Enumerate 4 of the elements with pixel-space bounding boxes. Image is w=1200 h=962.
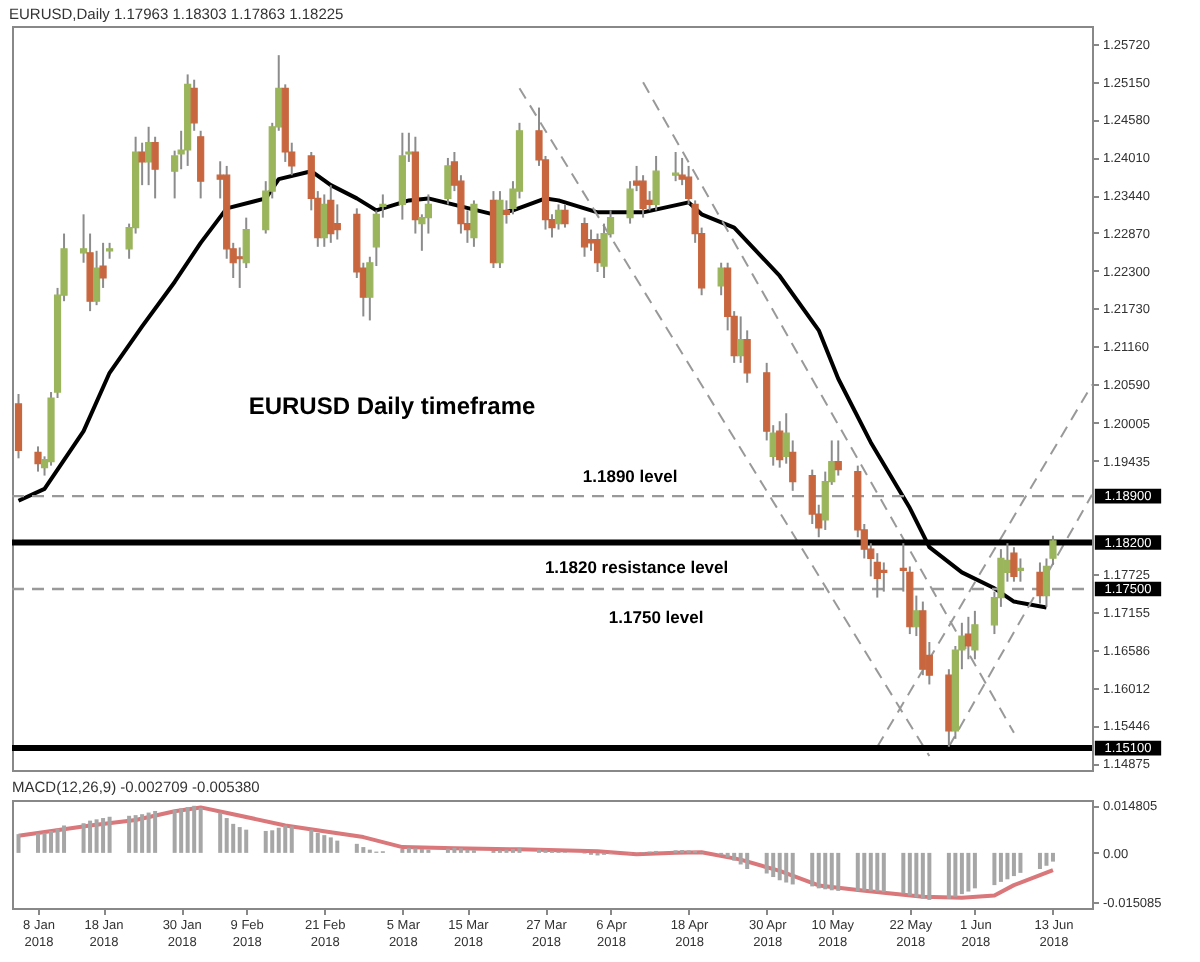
annotation: 1.1890 level <box>582 466 678 487</box>
annotation: 1.1750 level <box>608 606 704 627</box>
annotation: 1.1820 resistance level <box>544 556 729 577</box>
annotation: EURUSD Daily timeframe <box>248 392 537 420</box>
